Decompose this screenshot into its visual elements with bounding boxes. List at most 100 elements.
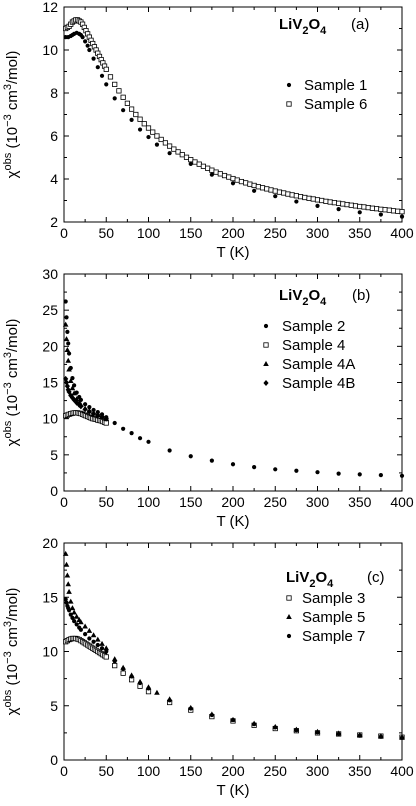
data-point xyxy=(188,706,193,711)
data-point xyxy=(154,689,160,695)
data-point xyxy=(71,396,77,403)
data-point xyxy=(205,165,211,171)
data-point xyxy=(99,73,105,78)
data-point xyxy=(83,632,88,637)
data-point xyxy=(150,129,156,135)
x-tick-label: 200 xyxy=(221,225,245,241)
data-point xyxy=(103,415,109,422)
data-point xyxy=(78,403,84,410)
data-point xyxy=(64,315,69,320)
y-axis-title-chi: χ xyxy=(4,438,21,446)
data-point xyxy=(103,645,110,651)
data-point xyxy=(137,116,143,122)
data-point xyxy=(209,458,214,463)
data-point xyxy=(63,561,70,567)
data-point xyxy=(112,663,118,669)
data-point xyxy=(399,735,405,740)
compound-sub2: 4 xyxy=(320,25,327,37)
y-axis-title-tail: /mol) xyxy=(4,319,21,352)
y-axis-title: χobs (10−3 cm3/mol) xyxy=(2,319,21,447)
y-tick-label: 20 xyxy=(42,338,58,354)
data-point xyxy=(95,412,101,419)
data-point xyxy=(120,94,126,100)
data-point xyxy=(67,378,74,384)
x-axis-title: T (K) xyxy=(216,244,249,261)
data-point xyxy=(112,96,117,101)
y-axis-title-exp2: 3 xyxy=(2,621,14,627)
x-tick-label: 400 xyxy=(390,225,414,241)
data-point xyxy=(357,203,363,210)
y-axis-title-sup: obs xyxy=(2,152,14,170)
y-tick-label: 15 xyxy=(42,589,58,605)
data-point xyxy=(112,659,117,664)
compound-sub1: 2 xyxy=(302,296,308,308)
data-point xyxy=(344,201,350,208)
data-point xyxy=(90,410,97,417)
y-tick-label: 25 xyxy=(42,302,58,318)
compound-mid: O xyxy=(308,16,320,33)
data-point xyxy=(121,426,126,431)
data-point xyxy=(72,619,77,624)
x-tick-label: 150 xyxy=(179,763,203,779)
data-point xyxy=(272,188,278,194)
data-point xyxy=(336,207,341,212)
data-point xyxy=(121,108,126,113)
data-point xyxy=(171,146,177,152)
legend-entry: Sample 3 xyxy=(302,590,365,607)
data-point xyxy=(297,194,304,200)
data-point xyxy=(281,190,287,196)
data-point xyxy=(62,550,69,556)
data-point xyxy=(63,299,68,304)
data-point xyxy=(255,184,261,190)
data-point xyxy=(323,198,329,204)
data-point xyxy=(95,65,100,70)
legend-entry: Sample 2 xyxy=(282,318,345,335)
data-point xyxy=(167,143,173,149)
data-point xyxy=(145,125,152,131)
data-point xyxy=(90,632,97,638)
data-point xyxy=(120,670,126,676)
legend-entry: Sample 6 xyxy=(304,96,367,113)
panel-label: (a) xyxy=(351,16,369,33)
x-tick-label: 100 xyxy=(137,494,161,510)
data-point xyxy=(315,730,320,735)
data-point xyxy=(378,734,383,739)
data-point xyxy=(226,174,232,180)
data-point xyxy=(209,167,215,173)
legend-entry: Sample 5 xyxy=(302,609,365,626)
chart-panel-b: 0 50 100 150 200 250 300 350 400 0 5 10 15 20 25 30 T (K… xyxy=(2,266,414,530)
compound-base: LiV xyxy=(279,16,302,33)
y-axis-title: χobs (10−3 cm3/mol) xyxy=(2,51,21,179)
y-axis-title-rest: (10 xyxy=(4,395,21,421)
data-point xyxy=(99,646,105,651)
panel-label: (b) xyxy=(352,287,370,304)
data-point xyxy=(289,192,295,198)
data-point xyxy=(200,163,207,169)
data-point xyxy=(252,722,257,727)
data-point xyxy=(107,74,114,80)
x-tick-label: 350 xyxy=(348,763,372,779)
data-point xyxy=(74,622,79,627)
y-tick-label: 4 xyxy=(50,171,58,187)
y-axis-title-units: cm xyxy=(4,627,21,651)
y-axis-title-tail: /mol) xyxy=(4,588,21,621)
data-point xyxy=(62,321,69,327)
data-point xyxy=(179,152,185,158)
y-axis-title-exp: −3 xyxy=(2,114,14,127)
y-axis-title-tail: /mol) xyxy=(4,51,21,84)
data-point xyxy=(273,467,278,472)
data-point xyxy=(361,204,367,210)
data-point xyxy=(66,351,72,356)
data-point xyxy=(357,733,362,738)
x-tick-label: 350 xyxy=(348,225,372,241)
data-point xyxy=(104,82,109,87)
data-point xyxy=(86,408,92,415)
data-point xyxy=(357,210,362,215)
data-point xyxy=(64,346,71,352)
data-point xyxy=(336,200,342,206)
data-point xyxy=(63,336,70,342)
x-tick-label: 150 xyxy=(179,494,203,510)
data-point xyxy=(66,366,72,372)
data-point xyxy=(63,597,68,602)
